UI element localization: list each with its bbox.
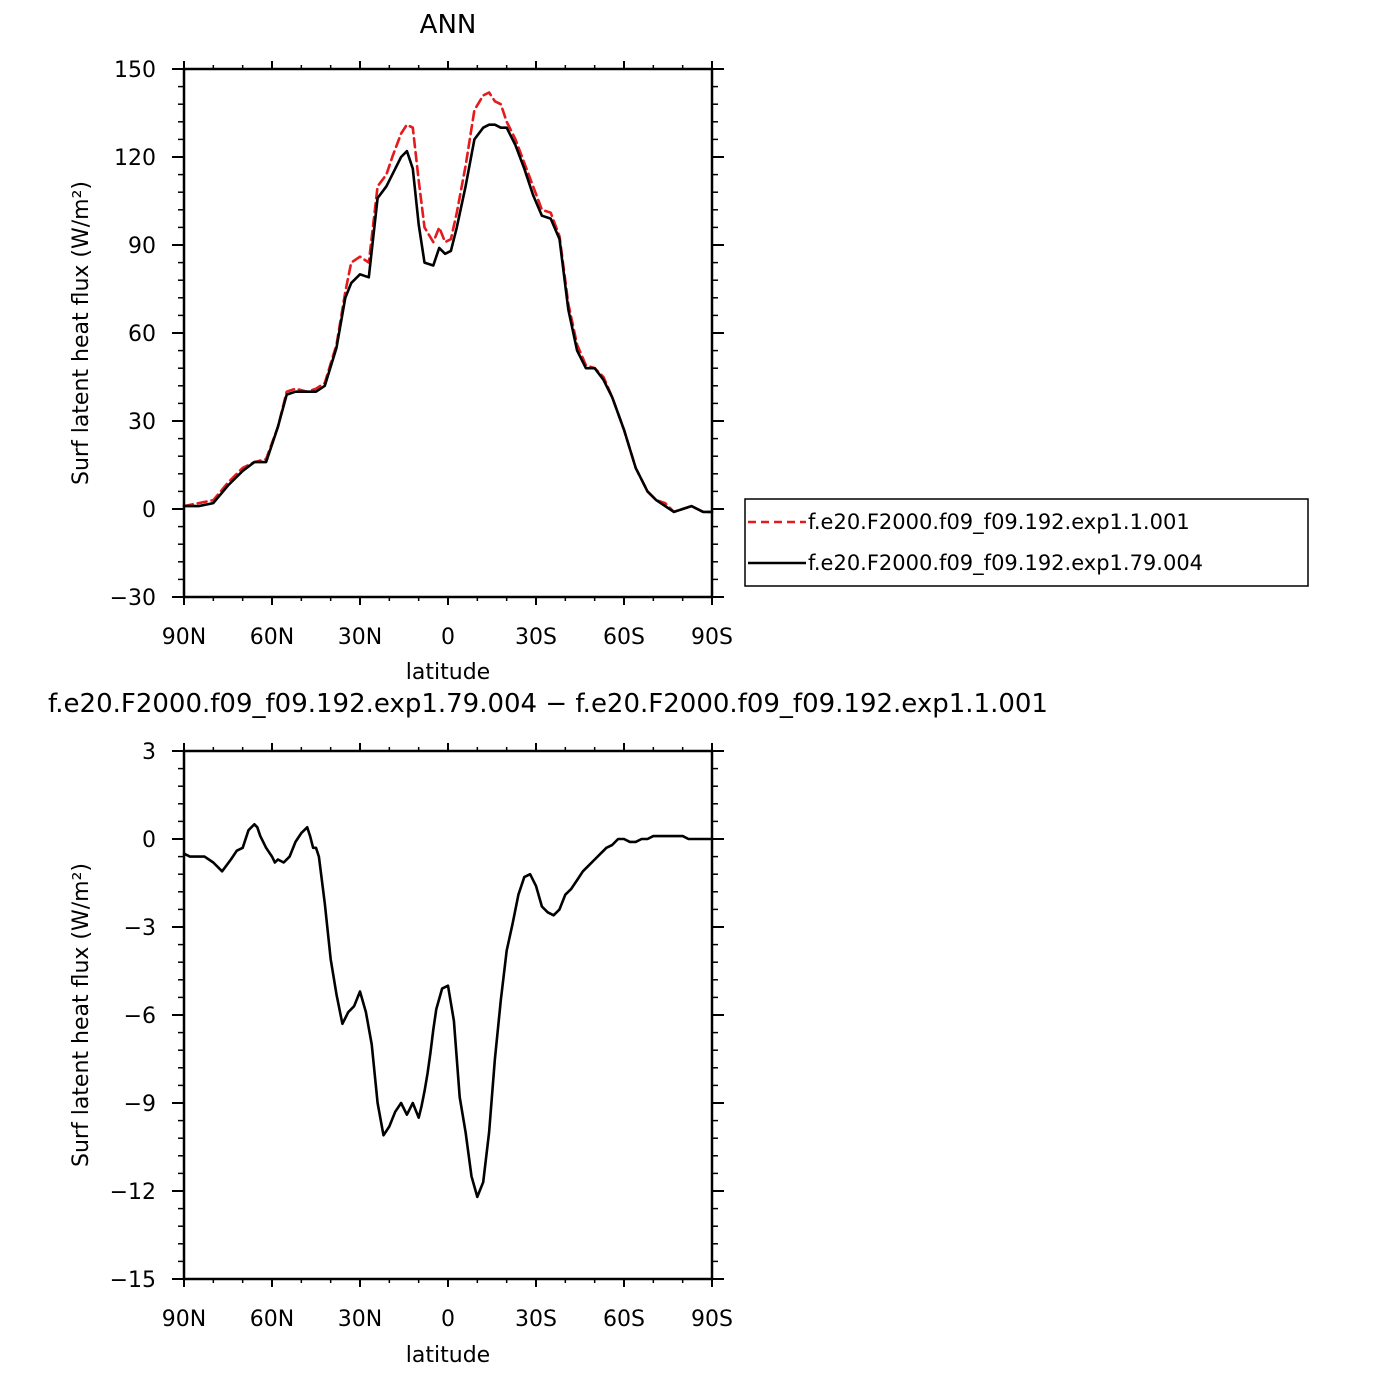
top-y-axis-label: Surf latent heat flux (W/m²) [69,181,94,485]
bottom-panel: f.e20.F2000.f09_f09.192.exp1.79.004 − f.… [48,689,1048,1368]
y-tick-label: −6 [124,1004,156,1029]
legend: f.e20.F2000.f09_f09.192.exp1.1.001 f.e20… [744,498,1309,587]
y-tick-label: 0 [142,498,156,523]
y-tick-label: 60 [128,322,156,347]
y-tick-label: −15 [110,1268,156,1293]
top-panel: ANN 90N 60N 30N 0 30S 60S 90S−300306090120150 … [69,10,1309,685]
y-tick-label: −9 [124,1092,156,1117]
y-tick-label: 3 [142,740,156,765]
legend-label-series-1: f.e20.F2000.f09_f09.192.exp1.1.001 [808,510,1190,535]
x-tick-label: 30S [515,625,557,650]
bottom-panel-series [182,823,714,1199]
y-tick-label: 90 [128,234,156,259]
y-tick-label: −30 [110,586,156,611]
legend-box [744,498,1309,587]
bottom-panel-frame [182,749,714,1281]
x-tick-label: 60S [603,625,645,650]
top-panel-frame [182,67,714,599]
x-tick-label: 60N [250,625,294,650]
top-x-axis-label: latitude [406,660,490,685]
x-tick-label: 90N [162,625,206,650]
x-tick-label: 90N [162,1307,206,1332]
y-tick-label: 120 [114,146,156,171]
x-tick-label: 30S [515,1307,557,1332]
y-tick-label: 150 [114,58,156,83]
bottom-x-axis-label: latitude [406,1343,490,1368]
x-tick-label: 90S [691,625,733,650]
bottom-y-axis-label: Surf latent heat flux (W/m²) [69,863,94,1167]
top-panel-ticks [172,61,724,605]
top-panel-title: ANN [420,10,477,40]
x-tick-label: 0 [441,625,455,650]
series-line-1 [182,823,714,1199]
series-line-2 [182,123,714,514]
bottom-panel-tick-labels: 90N 60N 30N 0 30S 60S 90S −15 −12 −9 −6 −3 0 3 [110,740,733,1332]
top-panel-tick-labels: 90N 60N 30N 0 30S 60S 90S −30 0 30 60 90 120 150 [110,58,733,650]
y-tick-label: 0 [142,828,156,853]
y-tick-label: −3 [124,916,156,941]
legend-label-series-2: f.e20.F2000.f09_f09.192.exp1.79.004 [808,551,1203,576]
x-tick-label: 0 [441,1307,455,1332]
x-tick-label: 60N [250,1307,294,1332]
y-tick-label: 30 [128,410,156,435]
x-tick-label: 30N [338,1307,382,1332]
bottom-panel-title: f.e20.F2000.f09_f09.192.exp1.79.004 − f.… [48,689,1048,719]
x-tick-label: 60S [603,1307,645,1332]
x-tick-label: 90S [691,1307,733,1332]
top-panel-series [182,91,714,514]
series-line-1 [182,91,714,514]
y-tick-label: −12 [110,1180,156,1205]
x-tick-label: 30N [338,625,382,650]
